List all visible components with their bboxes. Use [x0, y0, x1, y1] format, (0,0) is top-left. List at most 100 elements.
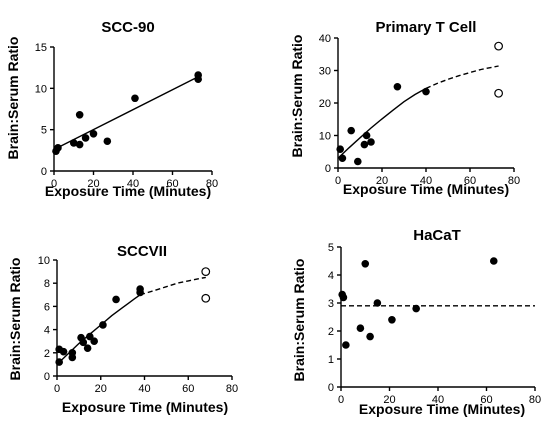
y-tick-label: 4 [328, 270, 334, 282]
x-tick-label: 0 [338, 394, 344, 406]
x-tick-label: 20 [376, 175, 388, 187]
data-point [90, 337, 98, 346]
data-point [89, 130, 98, 138]
x-tick-label: 40 [127, 178, 139, 190]
x-axis-label: Exposure Time (Minutes) [62, 399, 228, 415]
x-axis-label: Exposure Time (Minutes) [343, 181, 509, 197]
y-axis-label: Brain:Serum Ratio [5, 37, 21, 160]
x-tick-label: 20 [87, 178, 99, 190]
data-point [99, 321, 107, 329]
data-point [83, 344, 92, 352]
y-tick-label: 1 [328, 354, 334, 366]
chart-title: SCC-90 [101, 19, 154, 36]
data-point-open [201, 267, 211, 277]
data-point [69, 139, 78, 147]
y-tick-label: 30 [319, 66, 331, 78]
y-tick-label: 8 [44, 278, 50, 290]
x-tick-label: 0 [54, 383, 60, 395]
data-point [54, 144, 62, 152]
data-point [354, 157, 362, 166]
y-tick-label: 0 [325, 163, 331, 175]
x-axis-label: Exposure Time (Minutes) [359, 401, 525, 417]
data-point [373, 299, 382, 307]
y-axis-label: Brain:Serum Ratio [7, 258, 23, 381]
panel-scc90: SCC-90 Brain:Serum Ratio Exposure Time (… [5, 19, 218, 199]
data-point [362, 131, 371, 140]
x-tick-label: 80 [226, 383, 238, 395]
x-tick-label: 80 [529, 394, 541, 406]
fit-line-dashed [425, 65, 499, 90]
x-tick-label: 60 [166, 178, 178, 190]
panel-hacat: HaCaT Brain:Serum Ratio Exposure Time (M… [291, 227, 541, 417]
panel-sccvii: SCCVII Brain:Serum Ratio Exposure Time (… [7, 243, 238, 415]
y-tick-label: 3 [328, 298, 334, 310]
x-tick-label: 60 [480, 394, 492, 406]
data-point [336, 145, 345, 153]
y-tick-label: 2 [44, 348, 50, 360]
data-point [68, 349, 77, 357]
y-tick-label: 0 [44, 371, 50, 383]
y-tick-label: 0 [41, 166, 47, 178]
x-tick-label: 20 [383, 394, 395, 406]
data-point [75, 110, 84, 119]
data-point [393, 82, 402, 91]
data-point [194, 75, 202, 84]
x-tick-label: 60 [182, 383, 194, 395]
data-point [489, 257, 498, 265]
panel-primary-t-cell: Primary T Cell Brain:Serum Ratio Exposur… [289, 19, 520, 197]
y-tick-label: 0 [328, 382, 334, 394]
y-tick-label: 10 [38, 255, 50, 267]
data-point [55, 358, 63, 366]
data-point [388, 316, 396, 324]
x-axis-label: Exposure Time (Minutes) [45, 183, 211, 199]
y-tick-label: 5 [41, 125, 47, 137]
y-tick-label: 15 [35, 42, 47, 54]
data-point [360, 140, 369, 149]
x-tick-label: 40 [432, 394, 444, 406]
data-point [136, 285, 144, 293]
fit-line-dashed [139, 276, 206, 296]
y-tick-label: 4 [44, 325, 50, 337]
x-tick-label: 80 [508, 175, 520, 187]
chart-title: HaCaT [413, 227, 461, 244]
data-point [339, 293, 348, 302]
y-tick-label: 20 [319, 98, 331, 110]
data-point [356, 324, 365, 333]
data-point [338, 154, 347, 163]
data-point [81, 134, 90, 142]
x-tick-label: 20 [95, 383, 107, 395]
data-point [131, 94, 139, 103]
data-point [412, 304, 420, 313]
x-tick-label: 40 [138, 383, 150, 395]
x-tick-label: 80 [206, 178, 218, 190]
x-tick-label: 0 [51, 178, 57, 190]
data-point [342, 341, 350, 349]
data-point [347, 126, 356, 135]
y-tick-label: 2 [328, 326, 334, 338]
x-tick-label: 40 [420, 175, 432, 187]
data-point [75, 140, 84, 149]
data-point [366, 332, 374, 341]
y-tick-label: 5 [328, 242, 334, 254]
chart-title: SCCVII [117, 243, 167, 260]
x-tick-label: 60 [464, 175, 476, 187]
data-point-open [494, 88, 504, 98]
y-tick-label: 10 [35, 83, 47, 95]
y-tick-label: 40 [319, 33, 331, 45]
fit-line-solid [337, 87, 427, 159]
data-point-open [494, 41, 504, 51]
y-axis-label: Brain:Serum Ratio [291, 259, 307, 382]
data-point [79, 338, 88, 347]
chart-title: Primary T Cell [376, 19, 477, 36]
y-tick-label: 6 [44, 301, 50, 313]
data-point [422, 87, 430, 96]
y-tick-label: 10 [319, 131, 331, 143]
data-point [367, 138, 375, 146]
data-point [59, 347, 68, 356]
x-tick-label: 0 [335, 175, 341, 187]
data-point [112, 295, 120, 304]
data-point [103, 137, 112, 146]
data-point [361, 260, 370, 268]
y-axis-label: Brain:Serum Ratio [289, 35, 305, 158]
